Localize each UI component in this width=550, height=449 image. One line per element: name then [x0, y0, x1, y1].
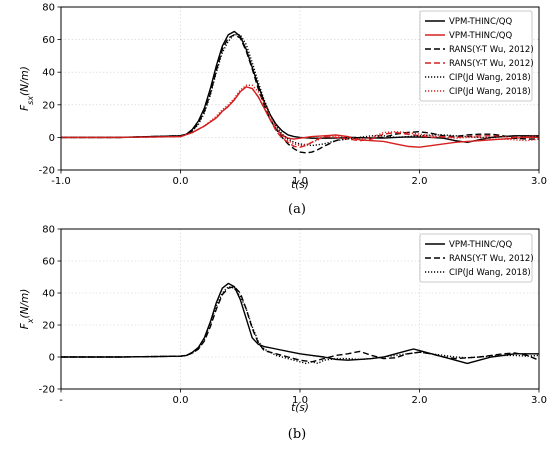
- x-tick-label: 0.0: [173, 395, 189, 406]
- y-tick-label: 80: [42, 225, 55, 236]
- legend-label: RANS(Y-T Wu, 2012): [449, 59, 534, 69]
- y-axis-label-unit: (N/m): [19, 289, 31, 319]
- y-tick-label: 0: [49, 133, 55, 144]
- chart-panel-b: - 0.0 1.0 2.0 3.0 -20 0 20 40 60 80 Fx(N/m) t(s) VPM-…: [19, 225, 547, 443]
- y-tick-label: 60: [42, 257, 55, 268]
- y-tick-label: 80: [42, 3, 55, 14]
- series-line-2: [61, 285, 539, 365]
- y-axis-label-unit: (N/m): [19, 66, 31, 96]
- y-axis-label-sub: x: [26, 318, 35, 324]
- legend-label: VPM-THINC/QQ: [449, 240, 512, 250]
- y-tick-label: -20: [39, 385, 55, 396]
- legend-label: CIP(Jd Wang, 2018): [449, 87, 531, 97]
- y-tick-label: 40: [42, 68, 55, 79]
- x-tick-label: -: [59, 395, 63, 406]
- y-axis-label-main: F: [19, 322, 31, 329]
- x-tick-label: -1.0: [51, 176, 71, 187]
- y-axis-label-sub: sx: [26, 96, 35, 105]
- panel-caption: (b): [288, 427, 306, 442]
- y-tick-label: -20: [39, 166, 55, 177]
- legend-label: CIP(Jd Wang, 2018): [449, 73, 531, 83]
- x-tick-label: 0.0: [173, 176, 189, 187]
- plot-frame: [60, 228, 540, 390]
- legend: VPM-THINC/QQ VPM-THINC/QQ RANS(Y-T Wu, 201…: [419, 10, 534, 102]
- y-axis-label-main: F: [19, 104, 31, 111]
- legend-label: VPM-THINC/QQ: [449, 31, 512, 41]
- y-axis-label: Fx(N/m): [19, 289, 35, 330]
- legend-label: RANS(Y-T Wu, 2012): [449, 254, 534, 264]
- y-tick-label: 60: [42, 35, 55, 46]
- series-line-1: [61, 285, 539, 363]
- panel-caption: (a): [288, 202, 306, 217]
- legend-label: VPM-THINC/QQ: [449, 17, 512, 27]
- chart-panel-a: -1.0 0.0 1.0 2.0 3.0 -20 0 20 40 60 80 Fsx(N/m) t(s)…: [19, 3, 547, 218]
- series-line-2: [61, 34, 539, 154]
- x-tick-label: 3.0: [531, 176, 547, 187]
- y-tick-label: 20: [42, 100, 55, 111]
- y-axis-label: Fsx(N/m): [19, 66, 35, 111]
- series-line-3: [61, 86, 539, 148]
- series-line-5: [61, 84, 539, 147]
- y-tick-label: 0: [49, 353, 55, 364]
- x-tick-label: 3.0: [531, 395, 547, 406]
- series-line-0: [61, 282, 539, 365]
- y-tick-label: 40: [42, 289, 55, 300]
- legend-label: CIP(Jd Wang, 2018): [449, 268, 531, 278]
- x-tick-label: 2.0: [412, 176, 428, 187]
- series-line-4: [61, 34, 539, 147]
- y-tick-label: 20: [42, 321, 55, 332]
- x-axis-label: t(s): [291, 402, 309, 414]
- x-tick-label: 2.0: [412, 395, 428, 406]
- legend-frame: [419, 10, 533, 102]
- series-line-0: [61, 30, 539, 143]
- legend-label: RANS(Y-T Wu, 2012): [449, 45, 534, 55]
- x-axis-label: t(s): [291, 179, 309, 191]
- x-tick-label: 1.0: [292, 395, 308, 406]
- legend: VPM-THINC/QQ RANS(Y-T Wu, 2012) CIP(Jd Wan…: [419, 233, 534, 283]
- plot-frame: [60, 6, 540, 171]
- x-tick-label: 1.0: [292, 176, 308, 187]
- legend-frame: [419, 233, 533, 283]
